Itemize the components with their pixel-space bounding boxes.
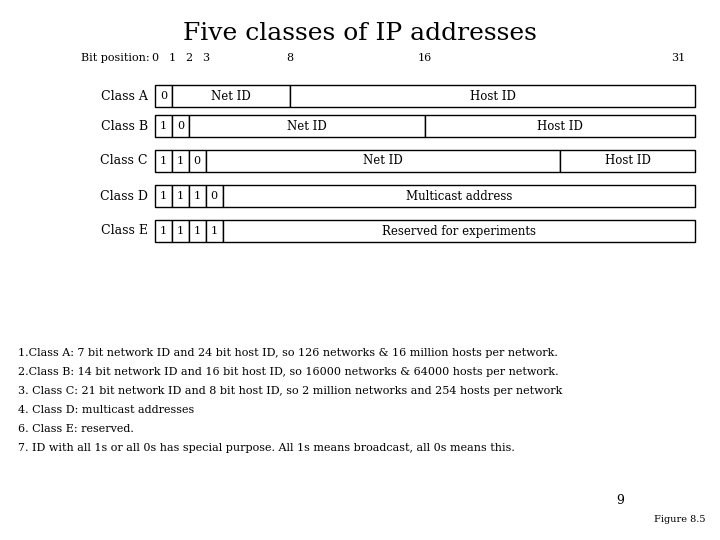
Text: 1: 1 [194,226,201,236]
Text: 1: 1 [176,156,184,166]
Text: Reserved for experiments: Reserved for experiments [382,225,536,238]
Bar [560,150,695,172]
Bar [155,115,172,137]
Text: Class E: Class E [101,225,148,238]
Text: 1: 1 [160,226,167,236]
Text: 9: 9 [616,494,624,507]
Text: 1: 1 [160,156,167,166]
Text: 1: 1 [210,226,217,236]
Bar [425,115,695,137]
Text: 6. Class E: reserved.: 6. Class E: reserved. [18,424,134,434]
Text: Host ID: Host ID [537,119,583,132]
Text: Class B: Class B [101,119,148,132]
Text: 1: 1 [176,226,184,236]
Text: 0: 0 [194,156,201,166]
Bar [206,185,222,207]
Text: Multicast address: Multicast address [405,190,512,202]
Text: 3. Class C: 21 bit network ID and 8 bit host ID, so 2 million networks and 254 h: 3. Class C: 21 bit network ID and 8 bit … [18,386,562,396]
Text: 1: 1 [168,53,176,63]
Text: 3: 3 [202,53,210,63]
Bar [206,220,222,242]
Bar [155,85,172,107]
Bar [172,220,189,242]
Text: Net ID: Net ID [211,90,251,103]
Text: 0: 0 [160,91,167,101]
Bar [222,220,695,242]
Text: 16: 16 [418,53,432,63]
Bar [155,185,172,207]
Text: 1: 1 [176,191,184,201]
Bar [172,185,189,207]
Text: Figure 8.5: Figure 8.5 [654,516,706,524]
Text: 7. ID with all 1s or all 0s has special purpose. All 1s means broadcast, all 0s : 7. ID with all 1s or all 0s has special … [18,443,515,453]
Bar [155,150,172,172]
Text: Class A: Class A [101,90,148,103]
Bar [206,150,560,172]
Bar [189,220,206,242]
Text: Bit position:: Bit position: [81,53,150,63]
Text: Class C: Class C [101,154,148,167]
Text: 31: 31 [671,53,685,63]
Text: 1: 1 [160,191,167,201]
Text: 0: 0 [151,53,158,63]
Text: 1.Class A: 7 bit network ID and 24 bit host ID, so 126 networks & 16 million hos: 1.Class A: 7 bit network ID and 24 bit h… [18,348,558,358]
Bar [189,150,206,172]
Text: 2.Class B: 14 bit network ID and 16 bit host ID, so 16000 networks & 64000 hosts: 2.Class B: 14 bit network ID and 16 bit … [18,367,559,377]
Text: 8: 8 [287,53,294,63]
Bar [155,220,172,242]
Bar [222,185,695,207]
Text: Class D: Class D [100,190,148,202]
Bar [189,185,206,207]
Bar [172,85,290,107]
Text: Net ID: Net ID [287,119,327,132]
Text: 1: 1 [194,191,201,201]
Text: Host ID: Host ID [469,90,516,103]
Text: 2: 2 [185,53,192,63]
Text: Net ID: Net ID [363,154,402,167]
Text: 0: 0 [210,191,217,201]
Text: 4. Class D: multicast addresses: 4. Class D: multicast addresses [18,405,194,415]
Text: 0: 0 [176,121,184,131]
Bar [172,150,189,172]
Bar [189,115,425,137]
Bar [172,115,189,137]
Text: Host ID: Host ID [605,154,650,167]
Text: Five classes of IP addresses: Five classes of IP addresses [183,22,537,45]
Bar [290,85,695,107]
Text: 1: 1 [160,121,167,131]
